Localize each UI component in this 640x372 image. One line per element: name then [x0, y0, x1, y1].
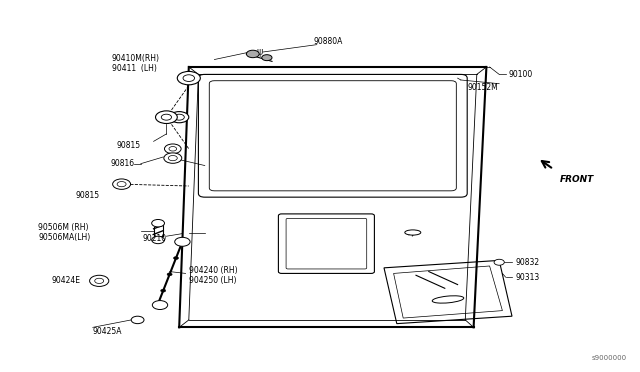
- Circle shape: [90, 275, 109, 286]
- Circle shape: [262, 55, 272, 61]
- Text: 90410M(RH)
90411  (LH): 90410M(RH) 90411 (LH): [112, 54, 160, 73]
- FancyBboxPatch shape: [209, 81, 456, 191]
- Circle shape: [494, 259, 504, 265]
- Circle shape: [164, 144, 181, 154]
- Circle shape: [167, 273, 172, 276]
- Text: 90506M (RH)
90506MA(LH): 90506M (RH) 90506MA(LH): [38, 223, 91, 242]
- Text: 90152M: 90152M: [467, 83, 498, 92]
- Circle shape: [177, 71, 200, 85]
- Text: s9000000: s9000000: [592, 355, 627, 361]
- Text: FRONT: FRONT: [560, 175, 595, 184]
- Text: 90880A: 90880A: [314, 37, 343, 46]
- Circle shape: [152, 301, 168, 310]
- Text: 90815: 90815: [116, 141, 141, 150]
- Circle shape: [164, 153, 182, 163]
- Ellipse shape: [432, 296, 464, 303]
- Text: 904240 (RH)
904250 (LH): 904240 (RH) 904250 (LH): [189, 266, 237, 285]
- Circle shape: [156, 111, 177, 124]
- Text: 90100: 90100: [509, 70, 533, 79]
- Circle shape: [174, 114, 184, 120]
- Ellipse shape: [405, 230, 421, 235]
- Circle shape: [161, 114, 172, 120]
- Circle shape: [173, 257, 179, 260]
- Text: 90210: 90210: [142, 234, 166, 243]
- Circle shape: [117, 182, 126, 187]
- Text: 90816: 90816: [110, 159, 134, 168]
- Circle shape: [131, 316, 144, 324]
- Circle shape: [175, 237, 190, 246]
- Circle shape: [161, 289, 166, 292]
- Circle shape: [168, 155, 177, 161]
- Text: 90815: 90815: [75, 191, 99, 200]
- Text: 90313: 90313: [515, 273, 540, 282]
- Text: 90424E: 90424E: [51, 276, 80, 285]
- Circle shape: [95, 278, 104, 283]
- Circle shape: [152, 236, 164, 244]
- Circle shape: [152, 219, 164, 227]
- Text: ψ: ψ: [256, 47, 262, 57]
- Text: 90832: 90832: [515, 258, 540, 267]
- Circle shape: [113, 179, 131, 189]
- Circle shape: [183, 75, 195, 81]
- Circle shape: [170, 112, 189, 123]
- Circle shape: [246, 50, 259, 58]
- Text: 90425A: 90425A: [93, 327, 122, 336]
- Circle shape: [169, 147, 177, 151]
